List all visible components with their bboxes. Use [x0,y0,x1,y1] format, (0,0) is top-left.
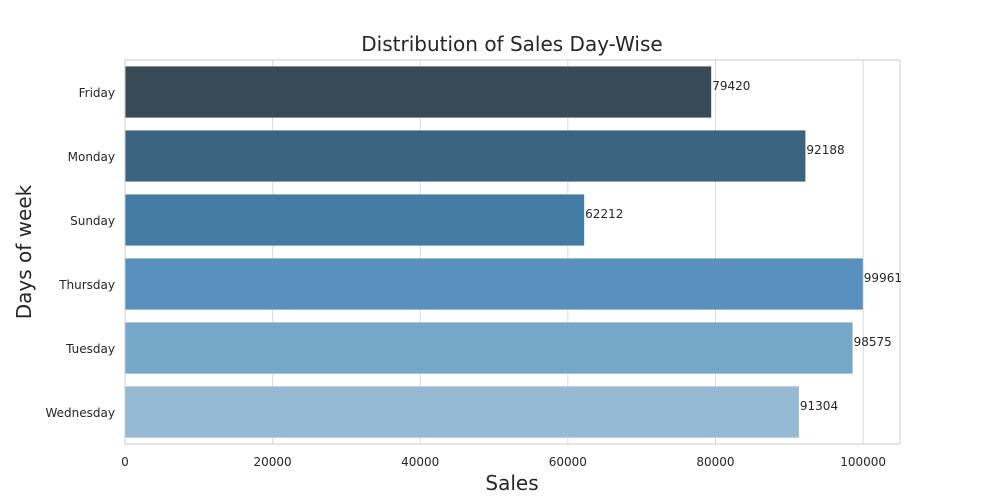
y-tick-label-wednesday: Wednesday [46,406,115,420]
data-label-tuesday: 98575 [854,335,892,349]
x-tick-label: 80000 [696,455,734,469]
bar-thursday [125,258,863,310]
bar-friday [125,66,712,118]
y-tick-label-monday: Monday [68,150,115,164]
y-tick-label-thursday: Thursday [58,278,115,292]
bar-sunday [125,194,585,246]
y-axis-label: Days of week [12,184,36,319]
y-tick-label-tuesday: Tuesday [65,342,115,356]
y-tick-label-sunday: Sunday [70,214,115,228]
x-tick-labels: 0 20000 40000 60000 80000 100000 [121,455,886,469]
plot-frame [124,59,901,445]
bar-monday [125,130,806,182]
data-label-wednesday: 91304 [800,399,838,413]
bars [125,66,863,438]
x-tick-label: 100000 [840,455,886,469]
x-tick-label: 0 [121,455,129,469]
x-tick-label: 20000 [254,455,292,469]
chart-title: Distribution of Sales Day-Wise [361,32,662,56]
y-tick-label-friday: Friday [79,86,115,100]
x-axis-label: Sales [485,471,538,495]
data-label-thursday: 99961 [864,271,902,285]
x-tick-label: 60000 [549,455,587,469]
data-label-monday: 92188 [806,143,844,157]
data-labels: 79420 92188 62212 99961 98575 91304 [585,79,902,413]
bar-wednesday [125,386,799,438]
data-label-sunday: 62212 [585,207,623,221]
data-label-friday: 79420 [712,79,750,93]
y-tick-labels: Friday Monday Sunday Thursday Tuesday Wednesd… [46,86,115,420]
bar-tuesday [125,322,853,374]
x-tick-label: 40000 [401,455,439,469]
